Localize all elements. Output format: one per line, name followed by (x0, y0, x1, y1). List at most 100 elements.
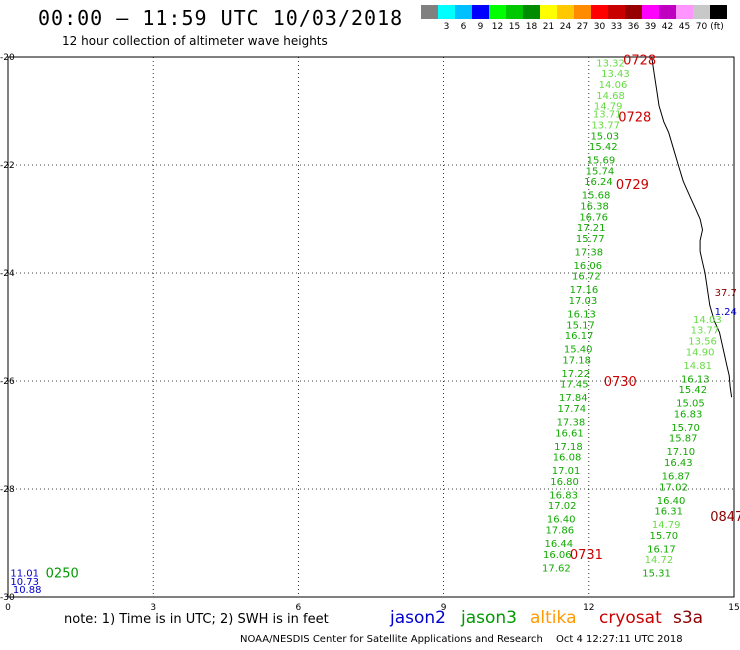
pass-time-label: 0728 (623, 54, 656, 69)
wave-height-value: 14.03 (693, 315, 722, 326)
legend-label: 24 (559, 22, 572, 32)
lon-tick-label: 12 (583, 603, 594, 613)
wave-height-value: 16.43 (664, 458, 693, 469)
wave-height-value: 15.42 (589, 142, 618, 153)
wave-height-value: 17.18 (562, 355, 591, 366)
wave-height-value: 15.42 (679, 385, 708, 396)
wave-height-value: 15.05 (676, 399, 705, 410)
wave-height-value: 17.02 (548, 501, 577, 512)
wave-height-value: 17.01 (552, 466, 581, 477)
legend-unit: (ft) (710, 22, 724, 32)
wave-height-value: 17.21 (577, 223, 606, 234)
legend-swatch (540, 5, 557, 19)
wave-height-value: 13.56 (688, 337, 717, 348)
wave-height-value: 16.76 (579, 212, 608, 223)
legend-swatch (523, 5, 540, 19)
wave-height-value: 15.70 (671, 423, 700, 434)
legend-swatch (642, 5, 659, 19)
footer-credit: NOAA/NESDIS Center for Satellite Applica… (240, 634, 543, 645)
legend-cryosat: cryosat (599, 608, 662, 628)
lat-tick-label: -24 (0, 269, 15, 279)
lat-tick-label: -30 (0, 593, 15, 603)
wave-height-value: 17.02 (659, 482, 688, 493)
legend-altika: altika (530, 608, 577, 628)
page-subtitle: 12 hour collection of altimeter wave hei… (62, 34, 328, 48)
legend-label: 27 (576, 22, 589, 32)
wave-height-value: 16.83 (549, 490, 578, 501)
wave-height-value: 13.77 (691, 326, 720, 337)
wave-height-value: 16.13 (567, 310, 596, 321)
wave-height-value: 17.45 (560, 380, 589, 391)
wave-height-value: 17.86 (545, 526, 574, 537)
wave-height-value: 17.03 (569, 296, 598, 307)
legend-swatch (608, 5, 625, 19)
wave-height-value: 14.81 (683, 361, 712, 372)
wave-height-value: 15.74 (586, 166, 615, 177)
legend-label: 12 (491, 22, 504, 32)
wave-height-value: 16.24 (584, 177, 613, 188)
legend-label: 15 (508, 22, 521, 32)
lat-tick-label: -26 (0, 377, 15, 387)
lon-tick-label: 6 (296, 603, 302, 613)
legend-label: 9 (477, 22, 484, 32)
wave-height-value: 17.10 (666, 447, 695, 458)
wave-height-value: 16.31 (654, 507, 683, 518)
wave-height-value: 17.84 (559, 393, 588, 404)
wave-height-value: 14.72 (645, 555, 674, 566)
legend-swatch (693, 5, 710, 19)
legend-label: 45 (678, 22, 691, 32)
wave-height-value: 16.06 (543, 550, 572, 561)
wave-height-value: 16.17 (565, 331, 594, 342)
legend-label: 21 (542, 22, 555, 32)
pass-time-label: 0729 (616, 178, 649, 193)
legend-label: 39 (644, 22, 657, 32)
wave-height-value: 17.38 (574, 247, 603, 258)
wave-height-value: 16.80 (550, 477, 579, 488)
pass-time-label: 0730 (604, 375, 637, 390)
legend-swatch (472, 5, 489, 19)
legend-swatch (421, 5, 438, 19)
lon-tick-label: 0 (5, 603, 11, 613)
wave-height-value: 16.38 (580, 202, 609, 213)
wave-height-value: 15.70 (649, 531, 678, 542)
lat-tick-label: -22 (0, 161, 15, 171)
wave-height-value: 16.61 (555, 428, 584, 439)
edge-wave-value: 1.24 (715, 307, 737, 318)
legend-swatch (557, 5, 574, 19)
wave-height-value: 16.87 (662, 472, 691, 483)
legend-swatch (438, 5, 455, 19)
wave-height-value: 16.44 (544, 539, 573, 550)
legend-label: 42 (661, 22, 674, 32)
wave-height-value: 14.90 (686, 347, 715, 358)
footer-timestamp: Oct 4 12:27:11 UTC 2018 (556, 634, 683, 645)
wave-height-value: 14.68 (596, 91, 625, 102)
legend-swatch (659, 5, 676, 19)
legend-swatch (574, 5, 591, 19)
wave-height-value: 13.32 (596, 58, 625, 69)
legend-jason2: jason2 (390, 608, 446, 628)
wave-height-value: 13.43 (601, 69, 630, 80)
map-frame (7, 56, 735, 598)
coastline (651, 56, 733, 398)
pass-time-label: 0250 (46, 567, 79, 582)
wave-height-value: 15.03 (590, 131, 619, 142)
legend-label: 30 (593, 22, 606, 32)
legend-swatch (489, 5, 506, 19)
wave-height-value: 15.87 (669, 434, 698, 445)
legend-label: 36 (627, 22, 640, 32)
edge-wave-value: 10.88 (13, 585, 42, 596)
wave-height-value: 15.69 (587, 156, 616, 167)
legend-swatch (591, 5, 608, 19)
legend-swatch (676, 5, 693, 19)
page-title: 00:00 – 11:59 UTC 10/03/2018 (38, 6, 404, 30)
legend-label: 18 (525, 22, 538, 32)
wave-height-value: 16.72 (572, 272, 601, 283)
wave-height-value: 14.79 (652, 520, 681, 531)
lon-tick-label: 15 (728, 603, 739, 613)
lon-tick-label: 3 (150, 603, 156, 613)
wave-height-value: 17.18 (554, 442, 583, 453)
wave-height-value: 17.62 (542, 563, 571, 574)
edge-wave-value: 37.7 (715, 288, 737, 299)
legend-swatch (625, 5, 642, 19)
legend-label: 33 (610, 22, 623, 32)
